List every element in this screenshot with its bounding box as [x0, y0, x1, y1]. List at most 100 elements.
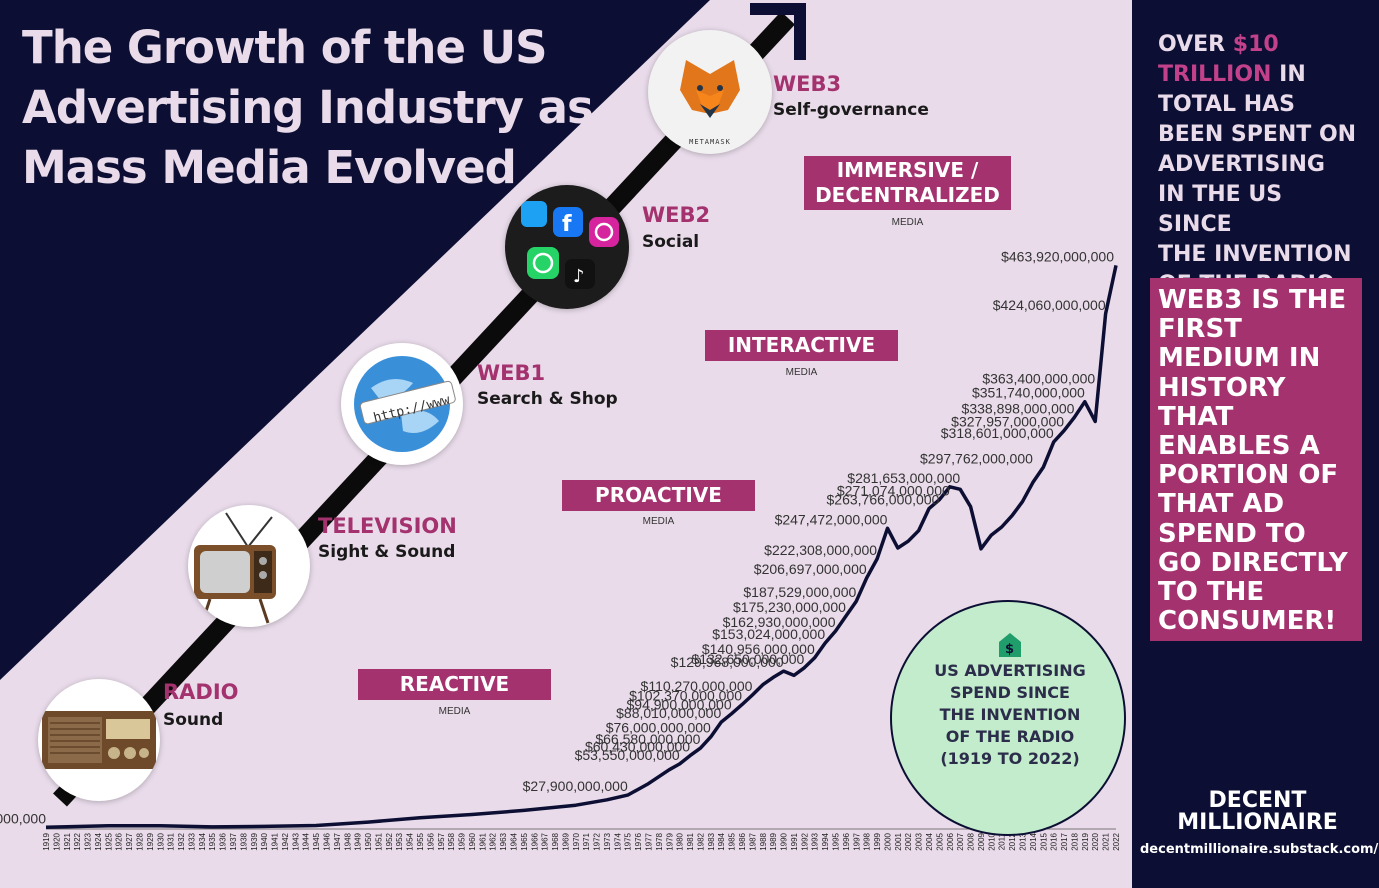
- x-tick-label: 1963: [499, 832, 508, 850]
- svg-text:f: f: [562, 212, 572, 237]
- x-tick-label: 2017: [1060, 832, 1069, 850]
- era-radio-name: RADIO: [163, 680, 239, 704]
- x-tick-label: 1925: [104, 832, 113, 850]
- info-line: OF THE RADIO: [945, 727, 1075, 746]
- band-immersive-line1: IMMERSIVE /: [836, 158, 979, 182]
- info-line: US ADVERTISING: [934, 661, 1086, 680]
- x-tick-label: 1956: [426, 832, 435, 850]
- x-tick-label: 2015: [1039, 832, 1048, 850]
- data-label: $187,529,000,000: [743, 584, 856, 600]
- web3-line: MEDIUM IN: [1158, 343, 1321, 374]
- x-tick-label: 1923: [84, 832, 93, 850]
- web3-line: THAT: [1158, 401, 1234, 432]
- x-tick-label: 2006: [946, 832, 955, 850]
- info-line: (1919 TO 2022): [940, 749, 1080, 768]
- x-tick-label: 1982: [696, 832, 705, 850]
- band-proactive-sub: MEDIA: [642, 516, 675, 527]
- x-tick-label: 1948: [343, 832, 352, 850]
- era-web2-name: WEB2: [642, 203, 711, 227]
- x-tick-label: 1993: [811, 832, 820, 850]
- x-tick-label: 1975: [624, 832, 633, 850]
- x-tick-label: 1985: [728, 832, 737, 850]
- data-label: $129,968,000,000: [671, 654, 784, 670]
- info-line: SPEND SINCE: [950, 683, 1070, 702]
- x-tick-label: 1983: [707, 832, 716, 850]
- band-reactive-sub: MEDIA: [438, 706, 471, 717]
- x-tick-label: 2007: [956, 832, 965, 850]
- social-apps-icon: f ♪: [505, 185, 629, 309]
- band-immersive-line2: DECENTRALIZED: [815, 183, 1000, 207]
- x-tick-label: 1992: [800, 832, 809, 850]
- band-interactive: INTERACTIVE: [705, 330, 898, 361]
- x-tick-label: 1922: [73, 832, 82, 850]
- x-tick-label: 1959: [458, 832, 467, 850]
- data-label: $132,650,000,000: [691, 651, 804, 667]
- data-label: $363,400,000,000: [982, 371, 1095, 387]
- x-tick-label: 1980: [676, 832, 685, 850]
- site-link[interactable]: decentmillionaire.substack.com/: [1140, 842, 1379, 857]
- data-label: $247,472,000,000: [775, 511, 888, 527]
- data-label: $206,697,000,000: [754, 561, 867, 577]
- callout-line: ADVERTISING: [1158, 152, 1325, 177]
- callout-highlight: TRILLION: [1158, 62, 1272, 87]
- callout-highlight: $10: [1232, 32, 1279, 57]
- brand-line1: DECENT: [1208, 788, 1307, 813]
- total-spend-callout: OVER $10 TRILLION IN TOTAL HAS BEEN SPEN…: [1158, 30, 1363, 300]
- x-tick-label: 1921: [63, 832, 72, 850]
- web3-line: ENABLES A: [1158, 431, 1320, 462]
- x-tick-label: 1939: [250, 832, 259, 850]
- callout-text: OVER: [1158, 32, 1233, 57]
- x-tick-label: 1997: [852, 832, 861, 850]
- x-tick-label: 1920: [52, 832, 61, 850]
- data-label: $66,580,000,000: [595, 731, 700, 747]
- x-tick-label: 1987: [748, 832, 757, 850]
- x-tick-label: 1979: [665, 832, 674, 850]
- web3-line: GO DIRECTLY: [1158, 547, 1348, 578]
- x-tick-label: 1981: [686, 832, 695, 850]
- era-tv-name: TELEVISION: [318, 514, 457, 538]
- data-label: $281,653,000,000: [847, 470, 960, 486]
- data-label: $53,550,000,000: [575, 747, 680, 763]
- x-tick-label: 1932: [177, 832, 186, 850]
- callout-text: IN: [1271, 62, 1306, 87]
- x-tick-label: 2000: [883, 832, 892, 850]
- web3-line: WEB3 IS THE: [1158, 285, 1347, 315]
- money-house-icon: $: [999, 633, 1021, 657]
- x-tick-label: 1934: [198, 832, 207, 850]
- x-tick-label: 2014: [1029, 832, 1038, 850]
- x-tick-label: 1976: [634, 832, 643, 850]
- x-tick-label: 2021: [1102, 832, 1111, 850]
- band-immersive-sub: MEDIA: [891, 217, 924, 228]
- x-tick-label: 1930: [156, 832, 165, 850]
- x-tick-label: 1958: [447, 832, 456, 850]
- x-tick-label: 1964: [509, 832, 518, 850]
- x-tick-label: 1984: [717, 832, 726, 850]
- data-label: $351,740,000,000: [972, 385, 1085, 401]
- x-tick-label: 1938: [239, 832, 248, 850]
- x-tick-label: 1973: [603, 832, 612, 850]
- page-title: The Growth of the US Advertising Industr…: [22, 21, 594, 194]
- x-tick-label: 1953: [395, 832, 404, 850]
- band-immersive: IMMERSIVE / DECENTRALIZED: [804, 156, 1011, 210]
- x-tick-label: 2005: [935, 832, 944, 850]
- era-web1-subtitle: Search & Shop: [477, 389, 618, 409]
- radio-icon: [38, 679, 160, 801]
- x-tick-label: 1969: [561, 832, 570, 850]
- web3-line: TO THE: [1158, 577, 1265, 608]
- x-tick-label: 1977: [645, 832, 654, 850]
- x-tick-label: 1988: [759, 832, 768, 850]
- data-label: $88,010,000,000: [616, 705, 721, 721]
- x-tick-label: 1947: [333, 832, 342, 850]
- x-tick-label: 1962: [489, 832, 498, 850]
- era-web3-subtitle: Self-governance: [773, 100, 929, 120]
- x-tick-label: 1989: [769, 832, 778, 850]
- era-web1-name: WEB1: [477, 361, 546, 385]
- brand-line2: MILLIONAIRE: [1177, 810, 1338, 835]
- web3-line: FIRST: [1158, 314, 1242, 345]
- x-tick-label: 1999: [873, 832, 882, 850]
- x-tick-label: 2022: [1112, 832, 1121, 850]
- x-tick-label: 1927: [125, 832, 134, 850]
- x-tick-label: 1986: [738, 832, 747, 850]
- data-label: $222,308,000,000: [764, 542, 877, 558]
